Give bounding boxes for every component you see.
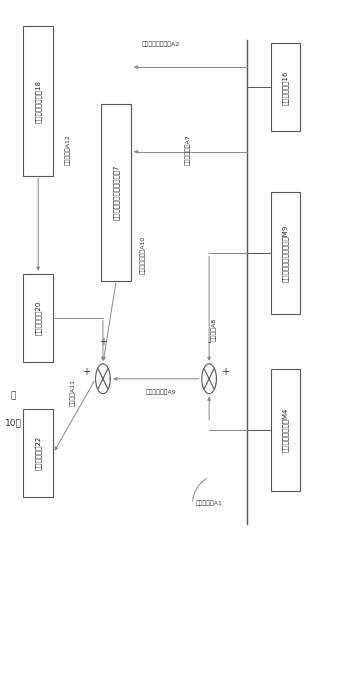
FancyBboxPatch shape (101, 104, 131, 281)
Text: 主动控制策略20: 主动控制策略20 (35, 301, 42, 335)
FancyBboxPatch shape (23, 274, 53, 362)
Text: 储能主动控制策略18: 储能主动控制策略18 (35, 79, 42, 122)
Text: 交流微网功率目标A2: 交流微网功率目标A2 (142, 41, 180, 47)
Text: 图: 图 (10, 391, 16, 400)
Text: 交流参考电量A9: 交流参考电量A9 (146, 389, 176, 395)
Text: +: + (82, 367, 90, 377)
FancyBboxPatch shape (270, 44, 300, 132)
Text: 交流微网可配置调度策略M9: 交流微网可配置调度策略M9 (282, 225, 289, 282)
Text: 计量互感器A1: 计量互感器A1 (196, 501, 222, 506)
Text: -: - (208, 337, 211, 347)
Text: +: + (221, 367, 229, 377)
FancyBboxPatch shape (270, 369, 300, 490)
Text: 综合电量A11: 综合电量A11 (70, 379, 76, 406)
Text: 主功参考量A12: 主功参考量A12 (65, 135, 71, 165)
Text: 10。: 10。 (5, 418, 22, 428)
Text: 料别交流能量A7: 料别交流能量A7 (185, 135, 190, 165)
Text: 用电功率A8: 用电功率A8 (211, 318, 217, 342)
Text: 功率互济策略16: 功率互济策略16 (282, 70, 289, 104)
Text: +: + (99, 337, 107, 347)
Text: 交流功率调度量A10: 交流功率调度量A10 (140, 236, 146, 274)
FancyBboxPatch shape (23, 409, 53, 497)
Text: 交流微网能量管理调度策略7: 交流微网能量管理调度策略7 (113, 165, 120, 220)
Text: 自动控制策略22: 自动控制策略22 (35, 436, 42, 471)
FancyBboxPatch shape (270, 193, 300, 314)
Text: 自由运行控制模式M4: 自由运行控制模式M4 (282, 407, 289, 451)
FancyBboxPatch shape (23, 27, 53, 176)
